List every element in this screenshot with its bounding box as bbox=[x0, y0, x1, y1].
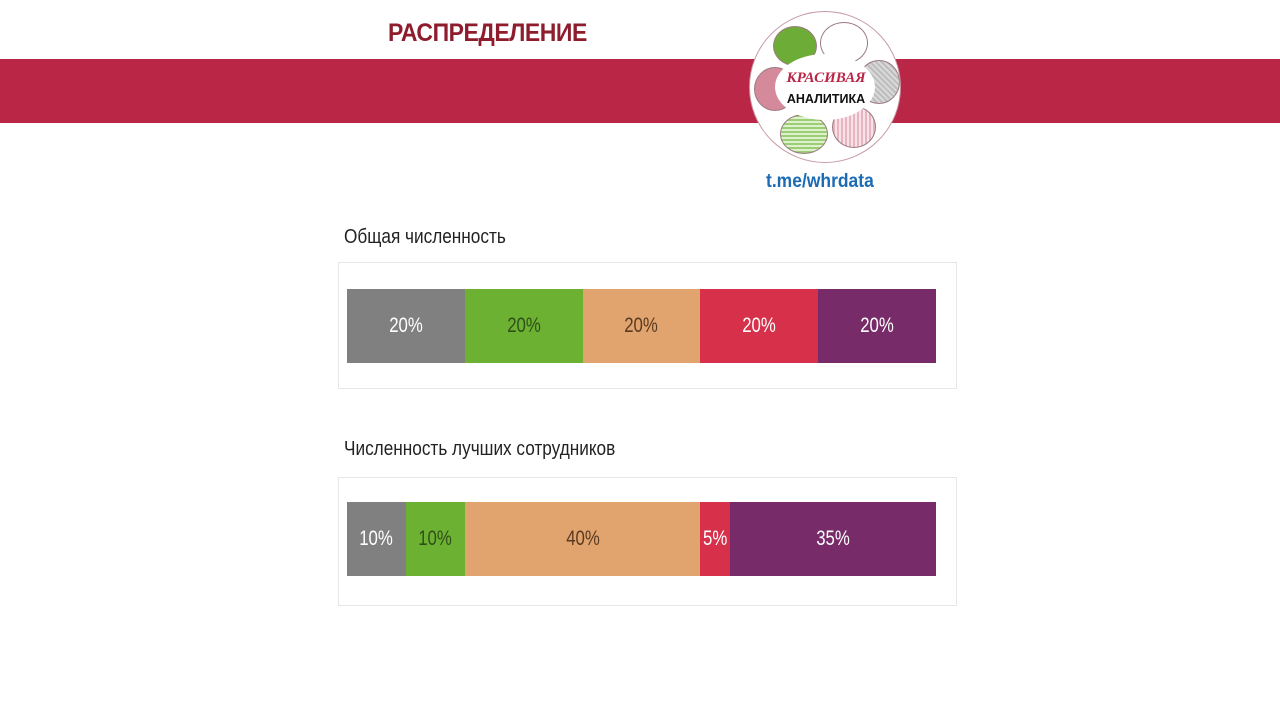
segment-label: 10% bbox=[359, 527, 394, 550]
bar-segment: 20% bbox=[582, 289, 701, 363]
bar-segment: 10% bbox=[347, 502, 406, 576]
telegram-link[interactable]: t.me/whrdata bbox=[766, 171, 874, 192]
bar-segment: 5% bbox=[700, 502, 730, 576]
logo-center bbox=[775, 54, 875, 120]
segment-label: 20% bbox=[860, 314, 894, 337]
logo: КРАСИВАЯ АНАЛИТИКА bbox=[749, 11, 901, 163]
logo-line1: КРАСИВАЯ bbox=[786, 70, 866, 86]
chart-title-top-employees: Численность лучших сотрудников bbox=[344, 438, 616, 460]
segment-label: 10% bbox=[418, 527, 453, 550]
segment-label: 20% bbox=[624, 314, 659, 337]
segment-label: 20% bbox=[742, 314, 777, 337]
stacked-bar-total: 20% 20% 20% 20% 20% bbox=[347, 289, 936, 363]
segment-label: 20% bbox=[389, 314, 423, 337]
logo-petal-striped-green bbox=[780, 114, 828, 154]
bar-segment: 20% bbox=[347, 289, 465, 363]
segment-label: 20% bbox=[506, 314, 541, 337]
header-band bbox=[0, 59, 1280, 123]
segment-label: 40% bbox=[565, 527, 600, 550]
bar-segment: 40% bbox=[464, 502, 701, 576]
bar-segment: 10% bbox=[405, 502, 465, 576]
logo-line2: АНАЛИТИКА bbox=[786, 92, 866, 106]
chart-title-total: Общая численность bbox=[344, 226, 506, 248]
page-title: РАСПРЕДЕЛЕНИЕ bbox=[388, 19, 587, 47]
stacked-bar-top-employees: 10% 10% 40% 5% 35% bbox=[347, 502, 936, 576]
bar-segment: 20% bbox=[464, 289, 583, 363]
segment-label: 35% bbox=[816, 527, 850, 550]
segment-label: 5% bbox=[702, 527, 728, 550]
chart-frame-top-employees: 10% 10% 40% 5% 35% bbox=[338, 477, 957, 606]
bar-segment: 20% bbox=[818, 289, 936, 363]
bar-segment: 20% bbox=[700, 289, 819, 363]
chart-frame-total: 20% 20% 20% 20% 20% bbox=[338, 262, 957, 389]
bar-segment: 35% bbox=[729, 502, 936, 576]
